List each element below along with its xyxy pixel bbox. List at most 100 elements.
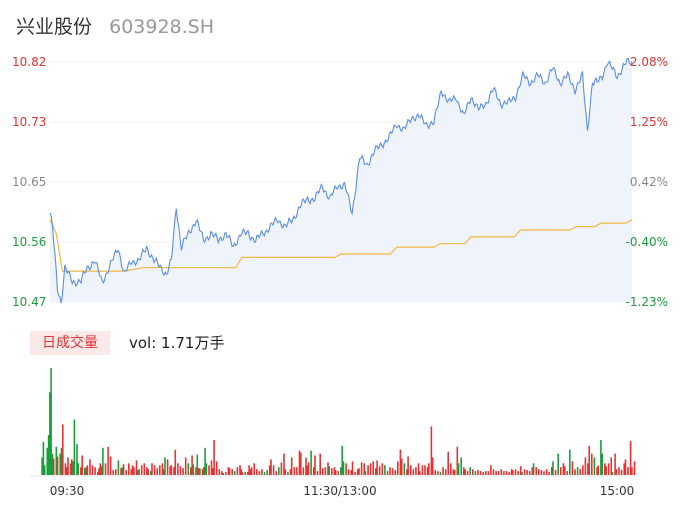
volume-bar xyxy=(378,466,381,475)
price-area-fill xyxy=(50,58,632,303)
volume-bar xyxy=(112,470,114,475)
volume-bar xyxy=(199,468,201,475)
volume-bar xyxy=(514,469,517,475)
volume-bar xyxy=(98,468,100,475)
volume-bar xyxy=(240,469,243,475)
volume-readout: vol: 1.71万手 xyxy=(129,334,225,352)
volume-bar xyxy=(196,454,199,475)
volume-bar xyxy=(256,469,258,475)
volume-bar xyxy=(442,467,444,475)
volume-bar xyxy=(187,463,190,475)
volume-bar xyxy=(135,460,138,475)
volume-bar xyxy=(314,455,316,475)
volume-bar xyxy=(532,463,535,475)
daily-volume-tab[interactable]: 日成交量 xyxy=(30,331,110,355)
volume-bar xyxy=(464,469,466,475)
volume-bar xyxy=(128,463,130,475)
volume-bar xyxy=(434,470,437,475)
left-tick-label: 10.65 xyxy=(12,175,46,189)
volume-bar xyxy=(340,467,342,475)
volume-bars xyxy=(41,368,636,475)
volume-bar xyxy=(56,456,59,475)
volume-bar xyxy=(389,467,391,475)
volume-bar xyxy=(284,469,287,475)
volume-bar xyxy=(615,469,618,475)
volume-bar xyxy=(258,471,261,475)
volume-bar xyxy=(222,473,224,475)
volume-bar xyxy=(80,467,82,475)
volume-bar xyxy=(419,471,421,475)
volume-bar xyxy=(47,435,50,475)
volume-bar xyxy=(305,457,307,475)
volume-bar xyxy=(391,468,394,475)
volume-bar xyxy=(327,462,329,475)
volume-bar xyxy=(280,462,283,475)
volume-bar xyxy=(376,460,378,475)
volume-bar xyxy=(208,465,210,475)
left-tick-label: 10.82 xyxy=(12,55,46,69)
volume-bar xyxy=(531,467,534,475)
volume-bar xyxy=(386,471,389,475)
volume-bar xyxy=(479,471,482,475)
volume-bar xyxy=(213,440,215,475)
volume-bar xyxy=(543,471,545,475)
volume-bar xyxy=(215,461,218,475)
volume-bar xyxy=(417,463,420,475)
volume-bar xyxy=(600,440,602,475)
volume-bar xyxy=(406,469,408,475)
volume-bar xyxy=(557,453,559,475)
volume-bar xyxy=(289,469,292,475)
volume-bar xyxy=(272,465,275,475)
volume-bar xyxy=(582,465,584,475)
volume-bar xyxy=(59,453,61,475)
volume-bar xyxy=(166,459,169,475)
volume-bar xyxy=(571,461,574,475)
volume-bar xyxy=(421,465,424,475)
volume-bar xyxy=(358,468,360,475)
volume-bar xyxy=(227,467,230,475)
volume-bar xyxy=(469,467,471,475)
volume-bar xyxy=(354,472,356,475)
volume-bar xyxy=(453,470,456,475)
volume-bar xyxy=(51,453,54,475)
volume-bar xyxy=(120,468,122,475)
volume-bar xyxy=(86,465,89,475)
volume-bar xyxy=(444,469,447,475)
volume-bar xyxy=(205,463,208,475)
volume-bar xyxy=(247,472,249,475)
volume-bar xyxy=(351,461,354,475)
volume-bar xyxy=(179,466,182,475)
volume-bar xyxy=(253,463,255,475)
volume-bar xyxy=(381,463,384,475)
volume-bar xyxy=(94,467,96,475)
volume-bar xyxy=(623,463,625,475)
volume-bar xyxy=(597,465,600,475)
volume-bar xyxy=(576,467,579,475)
volume-bar xyxy=(91,465,94,475)
volume-bar xyxy=(430,426,433,475)
right-tick-label: 0.42% xyxy=(630,175,668,189)
volume-bar xyxy=(456,446,459,475)
stock-name: 兴业股份 xyxy=(16,16,93,38)
volume-bar xyxy=(614,453,616,475)
volume-bar xyxy=(72,461,74,475)
volume-bar xyxy=(584,457,587,475)
volume-bar xyxy=(548,472,550,475)
average-price-line xyxy=(49,219,633,272)
volume-bar xyxy=(428,463,430,475)
volume-bar xyxy=(316,471,319,475)
volume-bar xyxy=(164,457,166,475)
volume-bar xyxy=(228,468,231,475)
volume-bar xyxy=(490,465,492,475)
volume-bar xyxy=(472,469,474,475)
volume-bar xyxy=(302,467,305,475)
volume-bar xyxy=(566,471,568,475)
volume-bar xyxy=(42,441,45,475)
volume-bar xyxy=(426,467,429,475)
volume-bar xyxy=(231,469,233,475)
volume-bar xyxy=(60,447,63,475)
volume-bar xyxy=(266,470,268,475)
volume-bar xyxy=(312,467,315,475)
volume-bar xyxy=(601,453,603,475)
volume-bar xyxy=(184,457,187,475)
